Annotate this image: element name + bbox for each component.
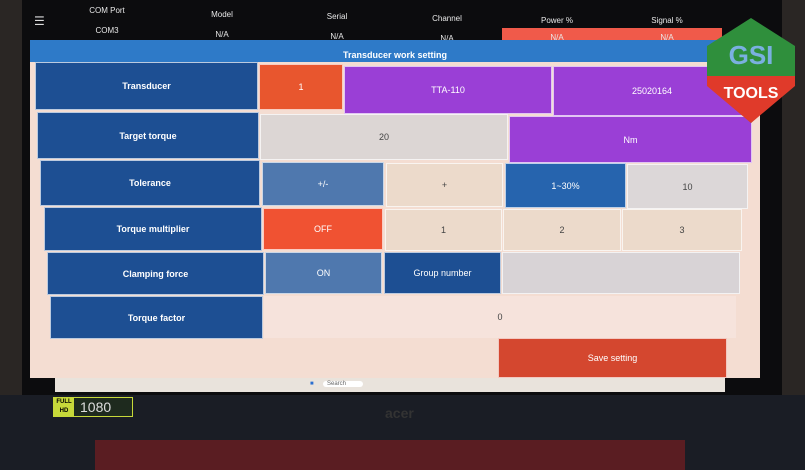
group-number-button[interactable]: Group number [384,252,501,294]
tolerance-sign-button[interactable]: +/- [262,162,384,206]
panel-title: Transducer work setting [30,40,760,62]
channel-header: Channel [432,14,462,23]
transducer-index[interactable]: 1 [259,64,343,110]
serial-header: Serial [326,12,348,21]
torque-factor-label: Torque factor [50,296,263,339]
tolerance-label: Tolerance [40,160,260,206]
multiplier-2-button[interactable]: 2 [503,209,621,251]
tolerance-range[interactable]: 1~30% [505,163,626,208]
power-header: Power % [540,16,573,25]
model-value: N/A [215,30,229,39]
signal-header: Signal % [651,16,683,25]
tolerance-value-input[interactable]: 10 [627,164,748,209]
clamping-on-button[interactable]: ON [265,252,382,294]
torque-unit[interactable]: Nm [509,116,752,163]
target-torque-label: Target torque [37,112,259,159]
full-hd-badge: FULL HD 1080 [53,397,133,417]
hamburger-icon[interactable]: ☰ [34,14,45,28]
gsi-tools-logo: GSI TOOLS [705,18,797,123]
com-port-header: COM Port [89,6,125,15]
laptop-hinge [95,440,685,470]
save-setting-button[interactable]: Save setting [498,338,727,378]
model-header: Model [211,10,233,19]
com-port-value: COM3 [95,26,119,35]
serial-value: N/A [330,32,344,41]
torque-multiplier-label: Torque multiplier [44,207,262,251]
svg-text:GSI: GSI [729,40,774,70]
multiplier-3-button[interactable]: 3 [622,209,742,251]
acer-logo: acer [385,405,414,421]
taskbar-search[interactable]: Search [323,381,363,387]
target-torque-input[interactable]: 20 [260,114,508,160]
channel-value: N/A [440,34,454,43]
windows-start-icon[interactable]: ■ [310,381,314,387]
multiplier-off-button[interactable]: OFF [263,208,383,250]
transducer-label: Transducer [35,62,258,110]
svg-text:TOOLS: TOOLS [724,85,779,102]
torque-factor-input[interactable]: 0 [264,296,736,338]
taskbar: ■ Search [55,378,725,392]
transducer-model[interactable]: TTA-110 [344,66,552,114]
tolerance-plus-button[interactable]: + [386,163,503,207]
group-number-input[interactable] [502,252,740,294]
multiplier-1-button[interactable]: 1 [385,209,502,251]
clamping-force-label: Clamping force [47,252,264,295]
